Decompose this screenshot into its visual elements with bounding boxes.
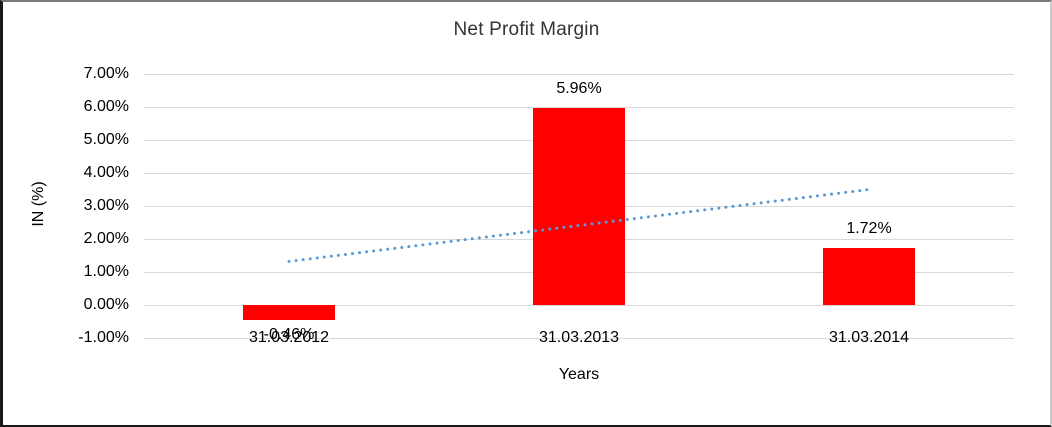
trendline xyxy=(287,188,871,263)
chart-title: Net Profit Margin xyxy=(453,19,600,40)
bar-31.03.2013 xyxy=(533,108,625,305)
y-tick-label: 6.00% xyxy=(83,98,129,115)
bar-data-label: -0.46% xyxy=(263,326,315,344)
gridline xyxy=(144,107,1014,108)
x-axis-title: Years xyxy=(558,366,600,383)
y-tick-label: 0.00% xyxy=(83,296,129,313)
bar-data-label: 5.96% xyxy=(556,80,602,98)
x-tick-label: 31.03.2014 xyxy=(828,329,910,346)
gridline xyxy=(144,305,1014,306)
gridline xyxy=(144,74,1014,75)
x-tick-label: 31.03.2013 xyxy=(538,329,620,346)
bar-31.03.2014 xyxy=(823,248,915,305)
y-tick-label: 7.00% xyxy=(83,65,129,82)
y-tick-label: 1.00% xyxy=(83,263,129,280)
bar-data-label: 1.72% xyxy=(846,220,892,238)
y-tick-label: 3.00% xyxy=(83,197,129,214)
y-tick-label: 4.00% xyxy=(83,164,129,181)
y-tick-label: 5.00% xyxy=(83,131,129,148)
plot-area xyxy=(144,74,1014,339)
x-tick-label: 31.03.2012 xyxy=(248,329,330,346)
y-tick-label: 2.00% xyxy=(83,230,129,247)
gridline xyxy=(144,338,1014,339)
y-tick-label: -1.00% xyxy=(78,329,129,346)
bar-31.03.2012 xyxy=(243,305,335,321)
